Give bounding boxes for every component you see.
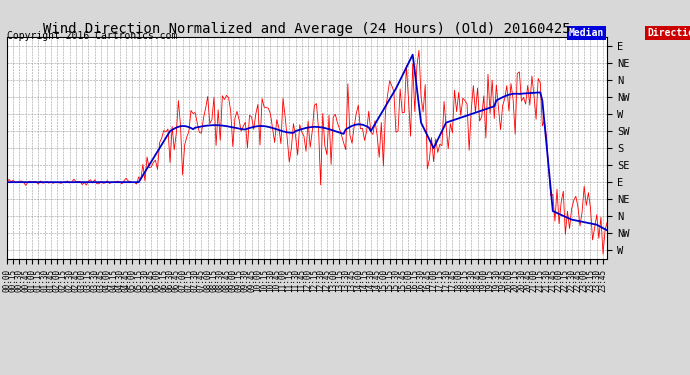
Text: Copyright 2016 Cartronics.com: Copyright 2016 Cartronics.com xyxy=(7,32,177,41)
Title: Wind Direction Normalized and Average (24 Hours) (Old) 20160425: Wind Direction Normalized and Average (2… xyxy=(43,22,571,36)
Text: Median: Median xyxy=(569,27,604,38)
Text: Direction: Direction xyxy=(647,27,690,38)
